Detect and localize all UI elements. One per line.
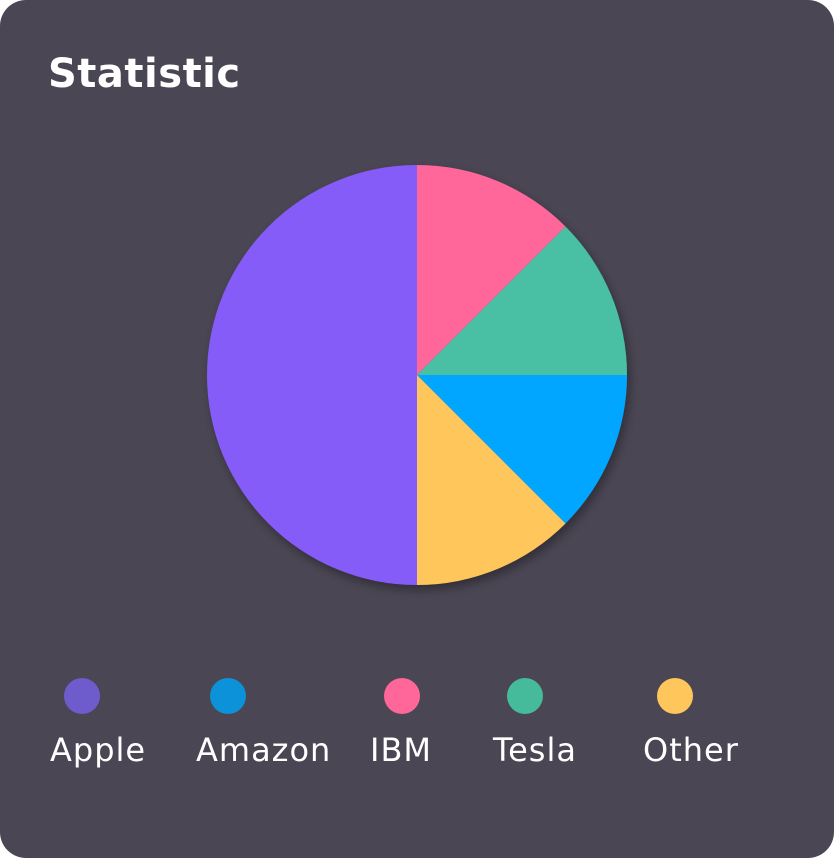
legend-dot-tesla xyxy=(507,678,543,714)
legend-label-apple: Apple xyxy=(50,731,147,769)
legend-label-ibm: IBM xyxy=(370,731,432,769)
legend-label-amazon: Amazon xyxy=(196,731,332,769)
pie-slice-apple xyxy=(207,165,417,585)
pie-slice-tesla xyxy=(417,226,627,375)
legend-dot-apple xyxy=(64,678,100,714)
pie-slice-amazon xyxy=(417,375,627,524)
legend-dot-amazon xyxy=(210,678,246,714)
legend-label-other: Other xyxy=(643,731,739,769)
pie-slice-other xyxy=(417,375,566,585)
card-title: Statistic xyxy=(48,51,241,97)
pie-slice-ibm xyxy=(417,165,566,375)
legend-dot-other xyxy=(657,678,693,714)
legend-dot-ibm xyxy=(384,678,420,714)
legend-label-tesla: Tesla xyxy=(493,731,577,769)
